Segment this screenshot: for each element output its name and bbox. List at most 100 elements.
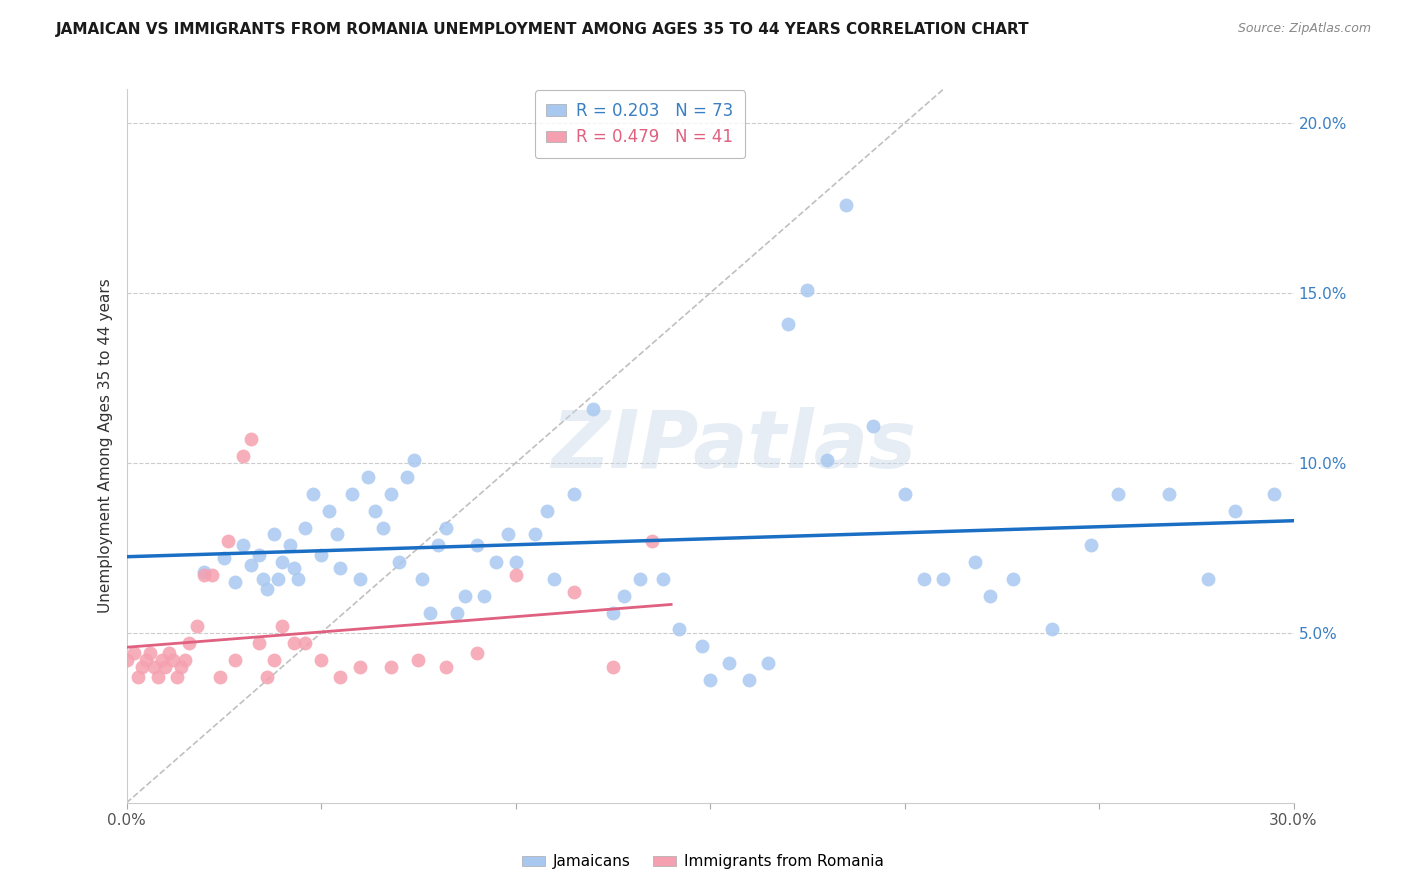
Y-axis label: Unemployment Among Ages 35 to 44 years: Unemployment Among Ages 35 to 44 years [97,278,112,614]
Point [325,527,347,541]
Point [357,469,380,483]
Point [404,452,426,467]
Point [523,527,546,541]
Point [294,636,316,650]
Point [329,561,352,575]
Point [1197,572,1219,586]
Point [505,568,527,582]
Point [602,606,624,620]
Point [536,503,558,517]
Point [131,660,153,674]
Point [699,673,721,688]
Point [862,418,884,433]
Point [177,636,200,650]
Point [208,670,231,684]
Point [1080,537,1102,551]
Point [166,670,188,684]
Point [309,548,332,562]
Point [127,670,149,684]
Legend: Jamaicans, Immigrants from Romania: Jamaicans, Immigrants from Romania [516,848,890,875]
Point [271,555,294,569]
Point [302,486,325,500]
Point [256,582,278,596]
Point [395,469,418,483]
Point [232,537,254,551]
Point [1157,486,1180,500]
Text: Source: ZipAtlas.com: Source: ZipAtlas.com [1237,22,1371,36]
Point [247,636,270,650]
Point [263,527,285,541]
Point [613,589,636,603]
Point [252,572,274,586]
Point [263,653,285,667]
Point [505,555,527,569]
Point [582,401,605,416]
Point [641,534,664,549]
Point [224,574,246,589]
Point [979,589,1001,603]
Point [454,589,477,603]
Point [329,670,352,684]
Point [364,503,387,517]
Point [283,561,305,575]
Point [201,568,224,582]
Point [240,558,263,572]
Point [628,572,651,586]
Point [434,660,457,674]
Point [893,486,915,500]
Point [496,527,519,541]
Point [224,653,246,667]
Point [157,646,180,660]
Point [135,653,157,667]
Point [718,657,741,671]
Point [174,653,197,667]
Point [124,646,146,660]
Point [446,606,468,620]
Point [170,660,193,674]
Point [271,619,294,633]
Point [562,486,585,500]
Point [815,452,838,467]
Point [162,653,184,667]
Point [340,486,363,500]
Point [1040,623,1063,637]
Point [309,653,332,667]
Point [408,653,430,667]
Point [474,589,496,603]
Point [388,555,411,569]
Legend: R = 0.203   N = 73, R = 0.479   N = 41: R = 0.203 N = 73, R = 0.479 N = 41 [534,90,745,158]
Point [690,640,713,654]
Point [287,572,309,586]
Point [652,572,675,586]
Point [465,646,488,660]
Point [278,537,301,551]
Point [256,670,278,684]
Point [1002,572,1025,586]
Point [212,551,235,566]
Point [776,317,799,331]
Point [240,432,263,446]
Point [411,572,433,586]
Point [115,653,138,667]
Point [1223,503,1246,517]
Point [247,548,270,562]
Point [349,572,371,586]
Point [318,503,340,517]
Point [232,449,254,463]
Point [380,486,402,500]
Point [267,572,290,586]
Point [562,585,585,599]
Point [668,623,690,637]
Point [602,660,624,674]
Point [912,572,935,586]
Point [465,537,488,551]
Point [294,520,316,534]
Point [193,568,215,582]
Point [1263,486,1285,500]
Point [139,646,162,660]
Point [142,660,165,674]
Point [543,572,565,586]
Point [485,555,508,569]
Point [434,520,457,534]
Text: ZIPatlas: ZIPatlas [551,407,915,485]
